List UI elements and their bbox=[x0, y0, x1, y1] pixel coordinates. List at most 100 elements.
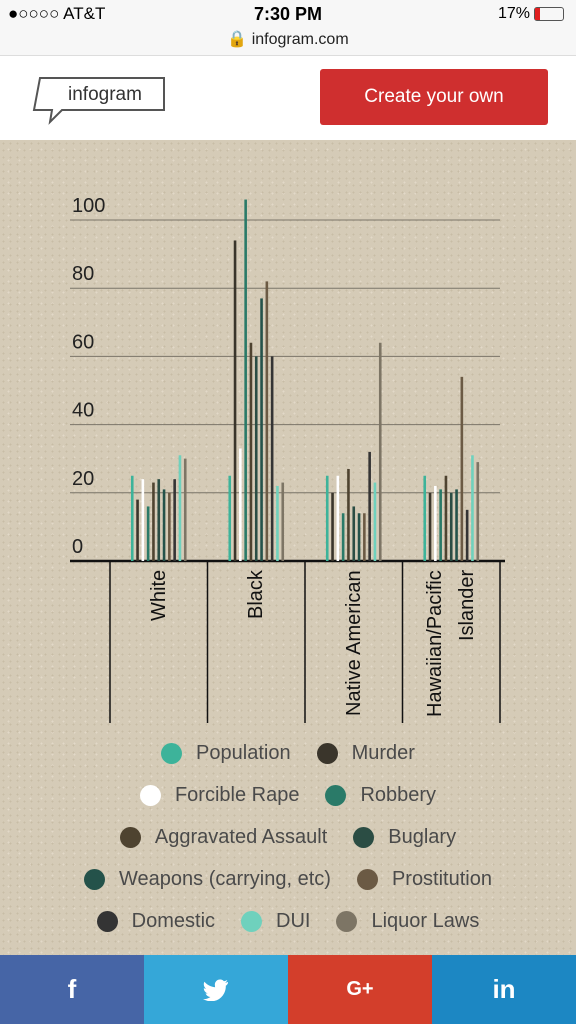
legend-row: Domestic DUI Liquor Laws bbox=[0, 900, 576, 942]
battery-icon bbox=[534, 7, 564, 21]
bar bbox=[157, 479, 161, 561]
bar bbox=[260, 298, 263, 561]
bar bbox=[265, 281, 269, 561]
carrier-name: AT&T bbox=[63, 4, 106, 23]
status-bar: ●○○○○ AT&T 7:30 PM 17% 🔒 infogram.com bbox=[0, 0, 576, 56]
legend: Population Murder Forcible Rape Robbery Aggr… bbox=[0, 732, 576, 942]
legend-label: Liquor Laws bbox=[371, 909, 480, 932]
twitter-share[interactable] bbox=[144, 955, 288, 1024]
legend-row: Population Murder bbox=[0, 732, 576, 774]
create-button[interactable]: Create your own bbox=[320, 69, 548, 125]
chart-background bbox=[0, 140, 576, 955]
legend-label: Aggravated Assault bbox=[154, 825, 328, 848]
bar bbox=[428, 492, 432, 561]
bar bbox=[368, 451, 371, 561]
legend-swatch bbox=[325, 784, 347, 806]
bar bbox=[233, 240, 237, 561]
logo-frame[interactable]: infogram bbox=[32, 74, 172, 134]
bar bbox=[423, 475, 427, 561]
legend-swatch bbox=[161, 742, 183, 764]
bar bbox=[439, 489, 442, 561]
x-tick-label: Native American bbox=[342, 570, 365, 716]
bar bbox=[378, 342, 382, 561]
bar bbox=[249, 342, 253, 561]
logo: infogram bbox=[68, 84, 142, 105]
legend-item: Murder bbox=[316, 741, 415, 765]
header: infogram Create your own bbox=[0, 56, 576, 140]
battery-level: 17% bbox=[498, 5, 531, 22]
bar bbox=[228, 475, 232, 561]
bar bbox=[152, 482, 155, 561]
bar bbox=[336, 475, 340, 561]
bar bbox=[136, 499, 139, 561]
bar bbox=[357, 513, 361, 561]
x-tick-label: White bbox=[147, 570, 170, 622]
bar bbox=[352, 506, 356, 561]
legend-swatch bbox=[139, 784, 161, 806]
url-bar[interactable]: 🔒 infogram.com bbox=[227, 31, 349, 48]
google-share[interactable]: G+ bbox=[288, 955, 432, 1024]
y-tick-label: 40 bbox=[72, 400, 94, 422]
bar bbox=[476, 462, 480, 561]
bar bbox=[455, 489, 458, 561]
legend-swatch bbox=[96, 910, 118, 932]
bar bbox=[471, 455, 474, 561]
legend-row: Weapons (carrying, etc) Prostitution bbox=[0, 858, 576, 900]
bar bbox=[449, 492, 453, 561]
bar bbox=[347, 468, 350, 561]
y-tick-label: 100 bbox=[72, 195, 105, 217]
y-tick-label: 60 bbox=[72, 331, 94, 353]
bar bbox=[325, 475, 329, 561]
bar bbox=[183, 458, 187, 561]
bar bbox=[173, 479, 176, 561]
legend-row: Aggravated Assault Buglary bbox=[0, 816, 576, 858]
legend-label: Domestic bbox=[131, 909, 216, 932]
legend-item: Domestic bbox=[96, 909, 216, 933]
bar bbox=[276, 485, 279, 561]
bar bbox=[162, 489, 166, 561]
bar bbox=[434, 485, 437, 561]
legend-label: Weapons (carrying, etc) bbox=[119, 867, 331, 890]
bar bbox=[270, 356, 274, 561]
bar bbox=[239, 448, 242, 561]
bar bbox=[244, 199, 247, 562]
legend-label: Forcible Rape bbox=[174, 783, 300, 806]
legend-item: Robbery bbox=[325, 784, 436, 807]
y-tick-label: 0 bbox=[72, 536, 83, 558]
linkedin-share[interactable]: in bbox=[432, 955, 576, 1024]
bar bbox=[130, 475, 134, 561]
legend-label: Prostitution bbox=[391, 867, 492, 890]
legend-label: Buglary bbox=[388, 825, 457, 848]
y-tick-label: 80 bbox=[72, 263, 94, 285]
legend-swatch bbox=[336, 910, 358, 932]
legend-item: DUI bbox=[241, 910, 310, 933]
bar bbox=[363, 513, 366, 561]
bar bbox=[373, 482, 377, 561]
bar bbox=[146, 506, 150, 561]
bar bbox=[460, 376, 464, 561]
legend-swatch bbox=[356, 868, 378, 890]
time: 7:30 PM bbox=[253, 4, 323, 24]
legend-item: Buglary bbox=[353, 826, 456, 849]
legend-label: DUI bbox=[276, 909, 311, 932]
facebook-share[interactable]: f bbox=[0, 955, 144, 1024]
bar bbox=[444, 475, 448, 561]
bar bbox=[281, 482, 285, 561]
bar bbox=[465, 509, 469, 561]
bar bbox=[331, 492, 334, 561]
url: infogram.com bbox=[251, 31, 349, 48]
legend-item: Aggravated Assault bbox=[119, 825, 328, 849]
legend-swatch bbox=[353, 826, 375, 848]
legend-item: Prostitution bbox=[356, 867, 492, 891]
legend-label: Population bbox=[196, 741, 291, 764]
legend-label: Murder bbox=[351, 741, 415, 764]
legend-item: Forcible Rape bbox=[139, 783, 300, 807]
legend-item: Weapons (carrying, etc) bbox=[84, 868, 331, 891]
twitter-icon bbox=[203, 979, 228, 1001]
legend-swatch bbox=[84, 868, 105, 890]
carrier: ●○○○○ AT&T bbox=[8, 4, 106, 23]
legend-item: Liquor Laws bbox=[336, 910, 479, 933]
legend-swatch bbox=[241, 910, 263, 932]
